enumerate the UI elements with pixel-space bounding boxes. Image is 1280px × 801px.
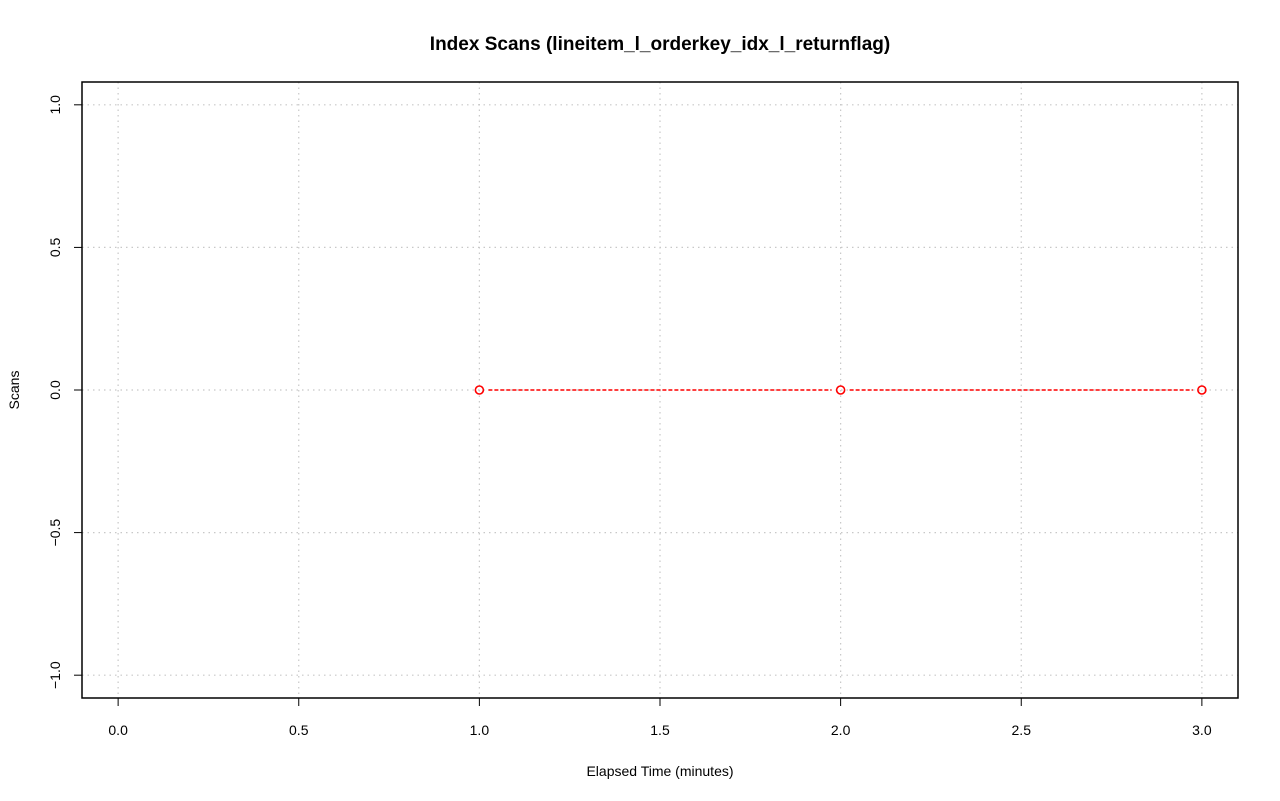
data-point xyxy=(474,385,485,395)
x-tick-label: 1.5 xyxy=(650,722,670,738)
x-tick-label: 3.0 xyxy=(1192,722,1212,738)
x-axis-label: Elapsed Time (minutes) xyxy=(586,763,733,779)
y-tick-label: 0.5 xyxy=(47,237,63,257)
data-point xyxy=(835,385,846,395)
chart-title: Index Scans (lineitem_l_orderkey_idx_l_r… xyxy=(430,34,890,55)
y-tick-label: −1.0 xyxy=(47,661,63,689)
axes: 0.0 0.5 1.0 1.5 2.0 2.5 3.0 −1.0 −0.5 0.0 0.5 1.0 xyxy=(47,95,1212,738)
series-group xyxy=(474,385,1207,395)
y-tick-label: −0.5 xyxy=(47,519,63,547)
x-tick-label: 0.5 xyxy=(289,722,309,738)
x-tick-label: 0.0 xyxy=(108,722,128,738)
x-tick-label: 1.0 xyxy=(470,722,490,738)
data-point xyxy=(1197,385,1207,395)
x-tick-label: 2.5 xyxy=(1012,722,1032,738)
y-tick-label: 1.0 xyxy=(47,95,63,115)
y-tick-label: 0.0 xyxy=(47,380,63,400)
series-line xyxy=(474,385,1207,395)
x-tick-label: 2.0 xyxy=(831,722,851,738)
y-axis-label: Scans xyxy=(6,371,22,410)
